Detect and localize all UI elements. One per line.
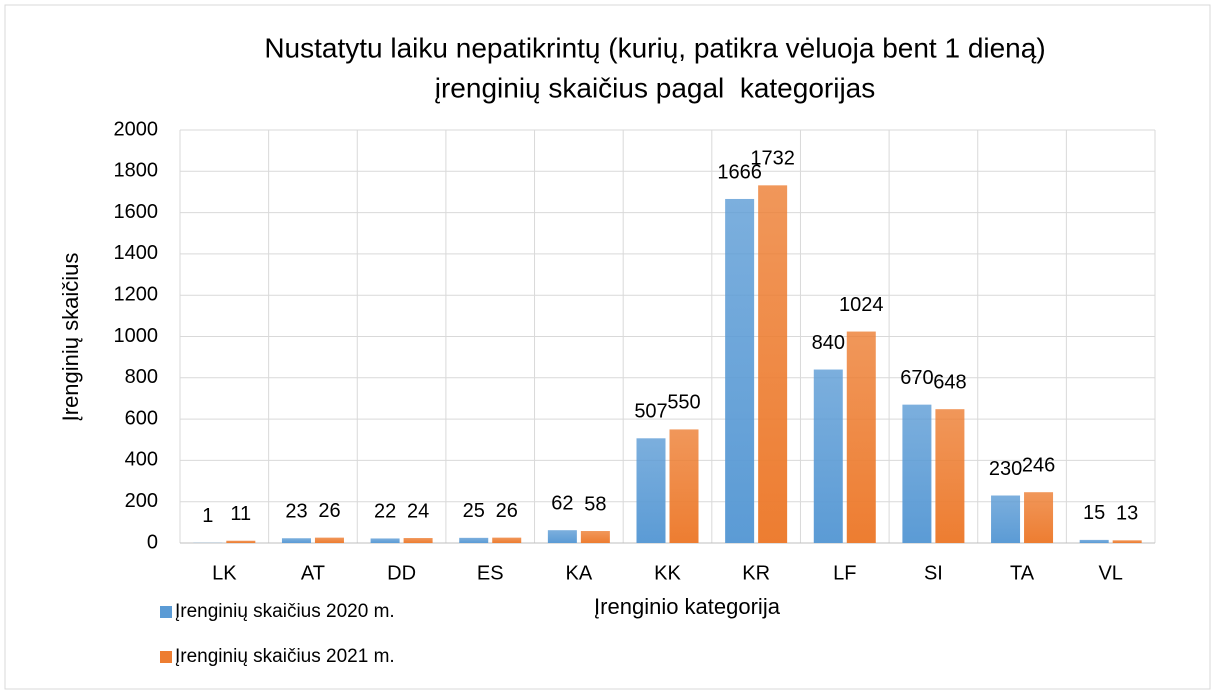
data-label: 25 xyxy=(463,500,485,522)
bar xyxy=(403,538,433,543)
data-label: 26 xyxy=(318,500,340,522)
data-label: 670 xyxy=(900,367,933,389)
chart-border xyxy=(4,4,1211,690)
legend-swatch xyxy=(160,606,172,618)
x-tick-label: SI xyxy=(924,562,943,584)
bar xyxy=(725,198,755,543)
x-tick-label: KA xyxy=(566,562,593,584)
data-label: 246 xyxy=(1022,454,1055,476)
data-label: 840 xyxy=(812,332,845,354)
bar xyxy=(902,404,932,543)
y-tick-label: 400 xyxy=(125,449,158,471)
bar xyxy=(547,530,577,543)
bar xyxy=(492,537,522,543)
bar xyxy=(1024,492,1054,543)
data-label: 23 xyxy=(285,501,307,523)
data-label: 1024 xyxy=(839,294,884,316)
data-label: 1732 xyxy=(750,148,795,170)
x-axis-label: Įrenginio kategorija xyxy=(594,594,781,619)
data-label: 13 xyxy=(1116,503,1138,525)
data-label: 230 xyxy=(989,458,1022,480)
x-tick-label: ES xyxy=(477,562,504,584)
bar xyxy=(370,538,400,543)
x-tick-label: KK xyxy=(654,562,681,584)
bar xyxy=(1079,539,1109,543)
data-label: 58 xyxy=(584,493,606,515)
bar xyxy=(1112,540,1142,543)
y-tick-label: 800 xyxy=(125,366,158,388)
x-tick-label: DD xyxy=(387,562,416,584)
data-label: 550 xyxy=(667,392,700,414)
data-label: 507 xyxy=(634,401,667,423)
chart-title: įrenginių skaičius pagal kategorijas xyxy=(435,72,875,103)
x-tick-label: LK xyxy=(212,562,237,584)
x-tick-label: VL xyxy=(1098,562,1122,584)
legend-swatch xyxy=(160,651,172,663)
bar xyxy=(991,495,1021,543)
y-tick-label: 1600 xyxy=(114,201,159,223)
data-label: 648 xyxy=(933,371,966,393)
bar xyxy=(846,331,876,543)
bar xyxy=(580,531,610,543)
y-tick-label: 1800 xyxy=(114,160,159,182)
bar xyxy=(314,537,344,543)
chart-title: Nustatytu laiku nepatikrintų (kurių, pat… xyxy=(264,32,1045,63)
bar xyxy=(935,409,965,543)
bar xyxy=(669,429,699,543)
y-tick-label: 1000 xyxy=(114,325,159,347)
data-label: 22 xyxy=(374,501,396,523)
y-tick-label: 1200 xyxy=(114,283,159,305)
bar xyxy=(459,537,489,543)
legend-label: Įrenginių skaičius 2020 m. xyxy=(175,601,395,622)
legend-label: Įrenginių skaičius 2021 m. xyxy=(175,646,395,667)
x-tick-label: AT xyxy=(301,562,325,584)
x-tick-label: KR xyxy=(742,562,770,584)
y-tick-label: 200 xyxy=(125,490,158,512)
y-tick-label: 1400 xyxy=(114,242,159,264)
y-tick-label: 0 xyxy=(147,531,158,553)
data-label: 62 xyxy=(551,492,573,514)
x-tick-label: TA xyxy=(1010,562,1035,584)
data-label: 1666 xyxy=(717,161,762,183)
bar xyxy=(281,538,311,543)
bar xyxy=(226,540,256,543)
bar xyxy=(813,369,843,543)
y-axis-label: Įrenginių skaičius xyxy=(58,253,83,422)
y-tick-label: 600 xyxy=(125,407,158,429)
bar xyxy=(758,185,788,544)
data-label: 24 xyxy=(407,500,429,522)
x-tick-label: LF xyxy=(833,562,856,584)
data-label: 11 xyxy=(230,503,251,525)
data-label: 15 xyxy=(1083,502,1105,524)
data-label: 26 xyxy=(496,500,518,522)
bar xyxy=(636,438,666,543)
data-label: 1 xyxy=(202,505,213,527)
y-tick-label: 2000 xyxy=(114,118,159,140)
